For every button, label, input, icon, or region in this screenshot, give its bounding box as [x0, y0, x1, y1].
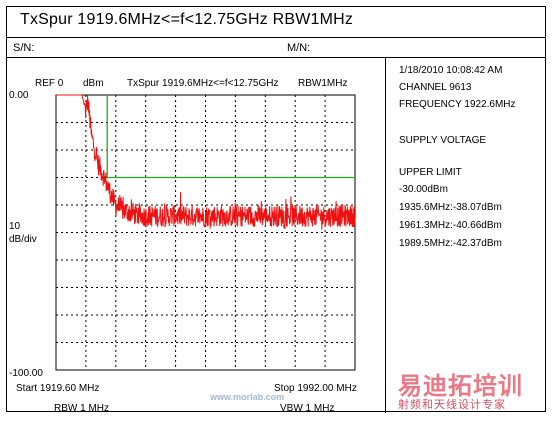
watermark-logo-text: 易迪拓培训	[398, 372, 523, 400]
ref-level-label: REF 0	[35, 78, 64, 89]
serial-number-label: S/N:	[13, 42, 35, 54]
start-freq-label: Start 1919.60 MHz	[16, 383, 100, 394]
rbw-label: RBW 1 MHz	[54, 403, 109, 414]
report-title: TxSpur 1919.6MHz<=f<12.75GHz RBW1MHz	[20, 11, 354, 28]
scale-value-label: 10	[9, 221, 21, 232]
datetime-text: 1/18/2010 10:08:42 AM	[399, 65, 503, 76]
vbw-label: VBW 1 MHz	[280, 403, 335, 414]
title-bar: TxSpur 1919.6MHz<=f<12.75GHz RBW1MHz	[7, 7, 545, 38]
sn-bar: S/N: M/N:	[7, 38, 545, 58]
report-frame: TxSpur 1919.6MHz<=f<12.75GHz RBW1MHz S/N…	[6, 6, 546, 414]
upper-limit-text: UPPER LIMIT	[399, 167, 462, 178]
panel-divider	[385, 58, 386, 413]
peak-1-text: 1935.6MHz:-38.07dBm	[399, 202, 502, 213]
frequency-text: FREQUENCY 1922.6MHz	[399, 99, 516, 110]
inner-rbw-label: RBW1MHz	[298, 78, 348, 89]
inner-title-label: TxSpur 1919.6MHz<=f<12.75GHz	[127, 78, 279, 89]
stop-freq-label: Stop 1992.00 MHz	[274, 383, 357, 394]
peak-2-text: 1961.3MHz:-40.66dBm	[399, 220, 502, 231]
ref-unit-label: dBm	[83, 78, 104, 89]
peak-3-text: 1989.5MHz:-42.37dBm	[399, 238, 502, 249]
model-number-label: M/N:	[287, 42, 311, 54]
top-value-label: 0.00	[9, 90, 29, 101]
scale-unit-label: dB/div	[9, 234, 37, 245]
bottom-value-label: -100.00	[9, 368, 43, 379]
plot-area: REF 0 dBm TxSpur 1919.6MHz<=f<12.75GHz R…	[7, 58, 385, 414]
spectrum-trace	[56, 94, 356, 230]
limit-value-text: -30.00dBm	[399, 184, 448, 195]
watermark-url: www.morlab.com	[210, 392, 285, 402]
supply-voltage-text: SUPPLY VOLTAGE	[399, 135, 487, 146]
plot-border	[55, 94, 356, 371]
spectrum-chart	[55, 94, 356, 371]
watermark-subtitle: 射频和天线设计专家	[398, 398, 506, 411]
channel-text: CHANNEL 9613	[399, 82, 472, 93]
